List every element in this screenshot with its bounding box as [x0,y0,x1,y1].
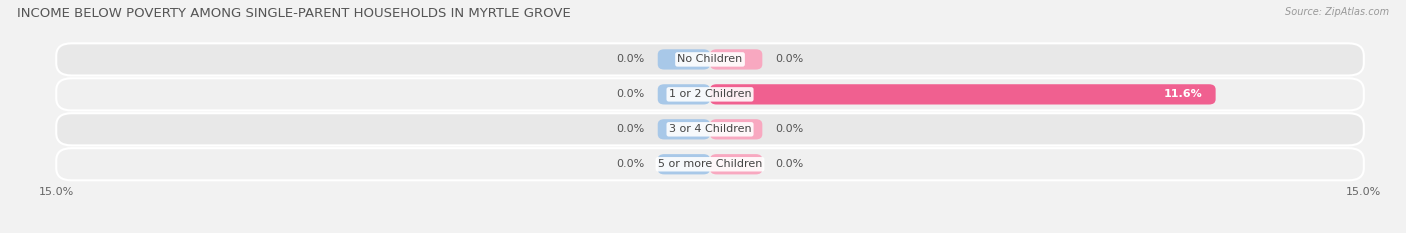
FancyBboxPatch shape [710,49,762,69]
Text: Source: ZipAtlas.com: Source: ZipAtlas.com [1285,7,1389,17]
FancyBboxPatch shape [658,84,710,105]
Text: INCOME BELOW POVERTY AMONG SINGLE-PARENT HOUSEHOLDS IN MYRTLE GROVE: INCOME BELOW POVERTY AMONG SINGLE-PARENT… [17,7,571,20]
Text: 3 or 4 Children: 3 or 4 Children [669,124,751,134]
Text: No Children: No Children [678,55,742,64]
Text: 0.0%: 0.0% [776,159,804,169]
Text: 0.0%: 0.0% [776,124,804,134]
FancyBboxPatch shape [56,43,1364,75]
Text: 11.6%: 11.6% [1164,89,1202,99]
FancyBboxPatch shape [56,148,1364,180]
FancyBboxPatch shape [56,113,1364,145]
Text: 0.0%: 0.0% [616,159,644,169]
FancyBboxPatch shape [710,119,762,139]
Text: 0.0%: 0.0% [776,55,804,64]
FancyBboxPatch shape [658,119,710,139]
Text: 0.0%: 0.0% [616,89,644,99]
Text: 5 or more Children: 5 or more Children [658,159,762,169]
Text: 0.0%: 0.0% [616,55,644,64]
FancyBboxPatch shape [710,154,762,174]
FancyBboxPatch shape [658,154,710,174]
Text: 0.0%: 0.0% [616,124,644,134]
FancyBboxPatch shape [658,49,710,69]
FancyBboxPatch shape [56,78,1364,110]
FancyBboxPatch shape [710,84,1216,105]
Text: 1 or 2 Children: 1 or 2 Children [669,89,751,99]
